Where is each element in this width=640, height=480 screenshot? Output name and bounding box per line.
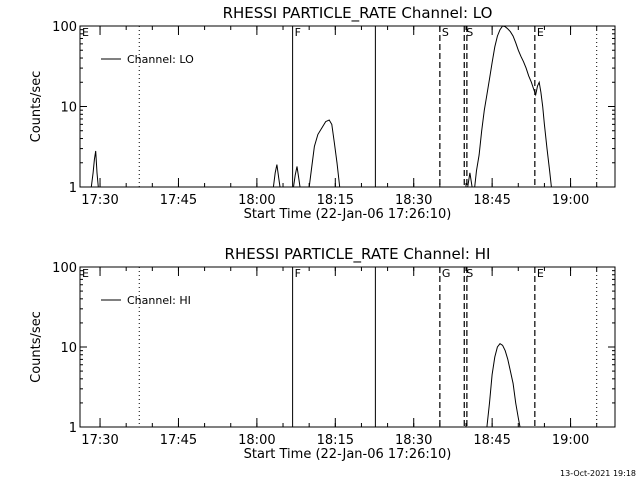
panel-1-x-tick-label: 18:30 — [395, 193, 432, 208]
panel-2-y-axis-label: Counts/sec — [29, 311, 44, 383]
footer-timestamp: 13-Oct-2021 19:18 — [560, 469, 636, 478]
panel-1-series-line-segment — [272, 164, 281, 188]
panel-2-group: RHESSI PARTICLE_RATE Channel: HI 1 10 100 Co… — [29, 245, 616, 462]
panel-1-series-line-segment — [293, 166, 301, 188]
panel-1-event-marker-label: S — [442, 26, 449, 39]
panel-2-x-axis-label: Start Time (22-Jan-06 17:26:10) — [244, 447, 452, 462]
panel-2-x-tick-label: 17:30 — [81, 433, 118, 448]
panel-1-y-tick-label: 10 — [60, 101, 77, 116]
panel-2-y-tick-label: 10 — [60, 341, 77, 356]
panel-1-event-marker-label: S — [466, 26, 473, 39]
panel-1-y-axis-label: Counts/sec — [29, 71, 44, 143]
panel-2-x-tick-label: 18:45 — [473, 433, 510, 448]
panel-1-x-axis-label: Start Time (22-Jan-06 17:26:10) — [244, 207, 452, 222]
panel-1-y-tick-label: 1 — [69, 181, 77, 196]
panel-2-event-marker-label: F — [295, 267, 301, 280]
panel-2-event-marker-label: E — [537, 267, 544, 280]
panel-1-legend-label: Channel: LO — [127, 53, 194, 66]
panel-1-series-line-segment — [467, 172, 473, 188]
panel-2-x-tick-label: 18:00 — [238, 433, 275, 448]
panel-1-x-tick-label: 17:30 — [81, 193, 118, 208]
panel-1-y-tick-label: 100 — [52, 20, 77, 35]
panel-2-x-tick-label: 17:45 — [160, 433, 197, 448]
panel-2-y-tick-label: 1 — [69, 421, 77, 436]
panel-1-event-marker-label: E — [537, 26, 544, 39]
panel-2-x-tick-label: 18:15 — [317, 433, 354, 448]
panel-2-x-tick-label: 19:00 — [552, 433, 589, 448]
panel-2-y-tick-label: 100 — [52, 261, 77, 276]
panel-2-legend: Channel: HI — [101, 294, 191, 307]
panel-2-event-marker-label: E — [82, 267, 89, 280]
panel-1-title: RHESSI PARTICLE_RATE Channel: LO — [223, 4, 493, 23]
panel-1-x-tick-label: 19:00 — [552, 193, 589, 208]
panel-2-legend-label: Channel: HI — [127, 294, 191, 307]
panel-1-legend: Channel: LO — [101, 53, 194, 66]
panel-2-event-marker-label: G — [442, 267, 451, 280]
panel-1-series-line-segment — [308, 119, 341, 188]
panel-1-x-tick-label: 18:45 — [473, 193, 510, 208]
panel-2-title: RHESSI PARTICLE_RATE Channel: HI — [225, 245, 491, 264]
panel-1-event-marker-label: E — [82, 26, 89, 39]
panel-1-x-tick-label: 17:45 — [160, 193, 197, 208]
panel-2-series-line-segment — [486, 343, 521, 428]
panel-1-x-tick-label: 18:15 — [317, 193, 354, 208]
panel-1-series-line-segment — [90, 150, 99, 188]
panel-1-x-tick-label: 18:00 — [238, 193, 275, 208]
panel-1-series-line-segment — [474, 25, 552, 188]
panel-2-event-marker-label: S — [466, 267, 473, 280]
panel-1-group: RHESSI PARTICLE_RATE Channel: LO 1 10 100 Co… — [29, 4, 616, 222]
panel-2-x-tick-label: 18:30 — [395, 433, 432, 448]
panel-1-event-marker-label: F — [295, 26, 301, 39]
